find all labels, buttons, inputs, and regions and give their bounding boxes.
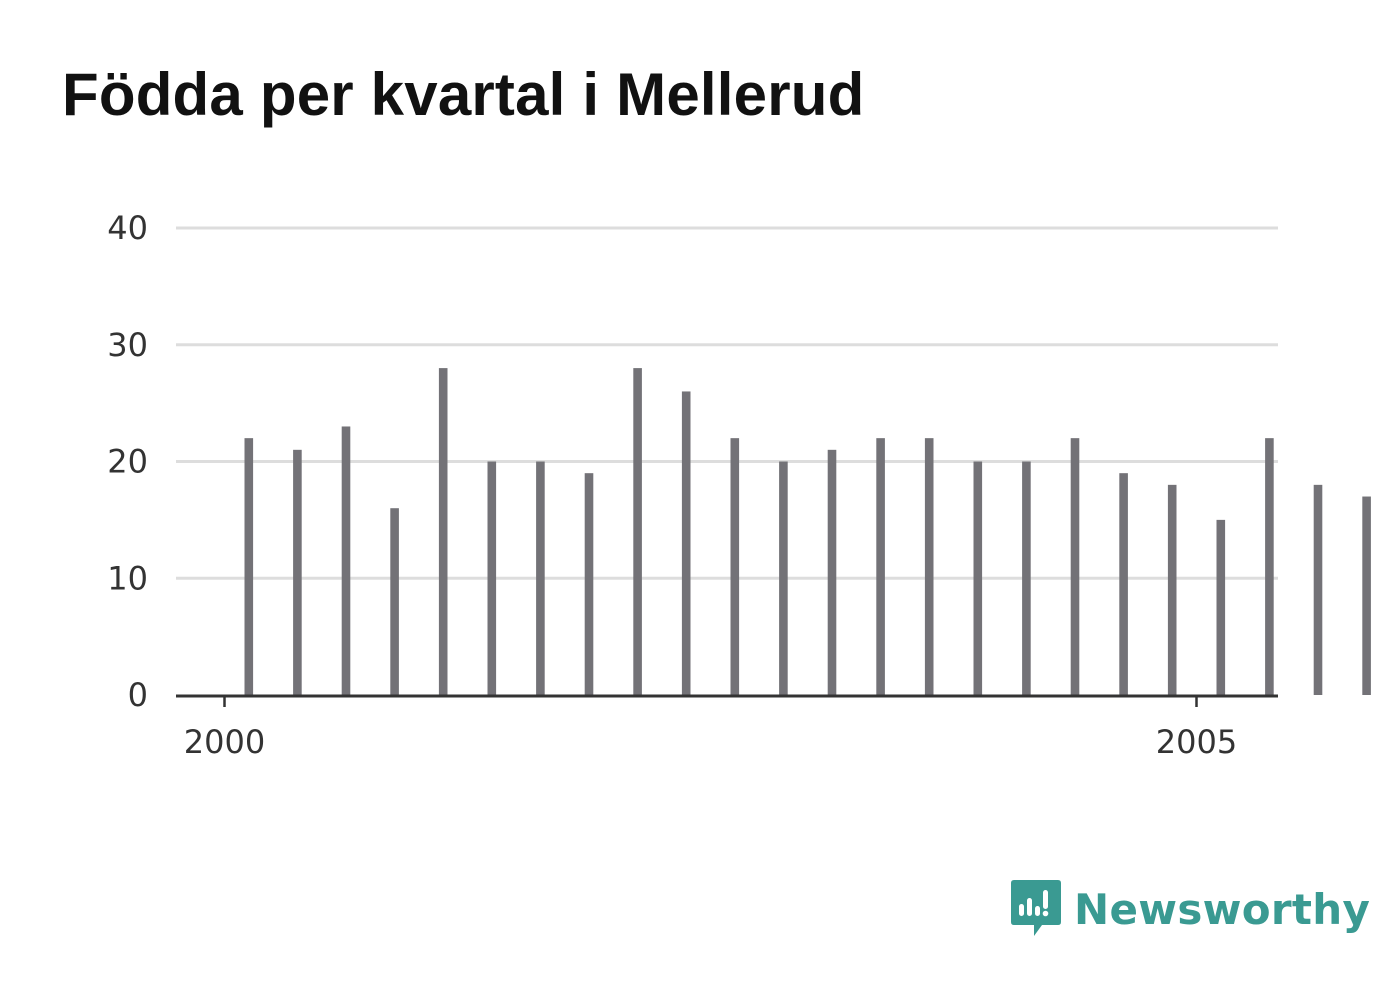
bar (924, 438, 934, 695)
bar (487, 461, 497, 695)
newsworthy-logo-icon (1011, 880, 1061, 936)
bar (827, 449, 837, 695)
x-axis: 200020052010201520202025 (176, 694, 1278, 761)
y-tick-label-0: 0 (128, 676, 148, 714)
bar (1216, 519, 1226, 695)
bar (1022, 461, 1031, 695)
newsworthy-logo: Newsworthy (1010, 878, 1370, 940)
y-tick-label-20: 20 (107, 443, 148, 481)
y-tick-label-10: 10 (107, 559, 148, 597)
bar (1362, 496, 1371, 695)
y-axis-ticks: 0 10 20 30 40 (107, 209, 148, 714)
bar (536, 461, 545, 695)
bar (730, 438, 740, 695)
chart-title: Födda per kvartal i Mellerud (62, 61, 865, 128)
y-tick-label-30: 30 (107, 326, 148, 364)
bars (244, 368, 1371, 695)
bar (1119, 473, 1128, 695)
bar (1313, 484, 1323, 695)
bar (876, 438, 885, 695)
bar (1265, 438, 1274, 695)
bar (681, 391, 691, 695)
x-tick-label-2005: 2005 (1156, 723, 1237, 761)
bar (1070, 438, 1080, 695)
gridlines (176, 226, 1278, 580)
bar (293, 449, 302, 695)
bar (973, 461, 983, 695)
bar (1167, 484, 1177, 695)
brand-name: Newsworthy (1074, 884, 1371, 934)
bar (341, 426, 351, 695)
bar (390, 508, 399, 695)
x-tick-label-2000: 2000 (184, 723, 265, 761)
bar (633, 368, 642, 695)
bar (779, 461, 788, 695)
bar (584, 473, 594, 695)
bar (244, 438, 254, 695)
y-tick-label-40: 40 (107, 209, 148, 247)
bar (438, 368, 448, 695)
